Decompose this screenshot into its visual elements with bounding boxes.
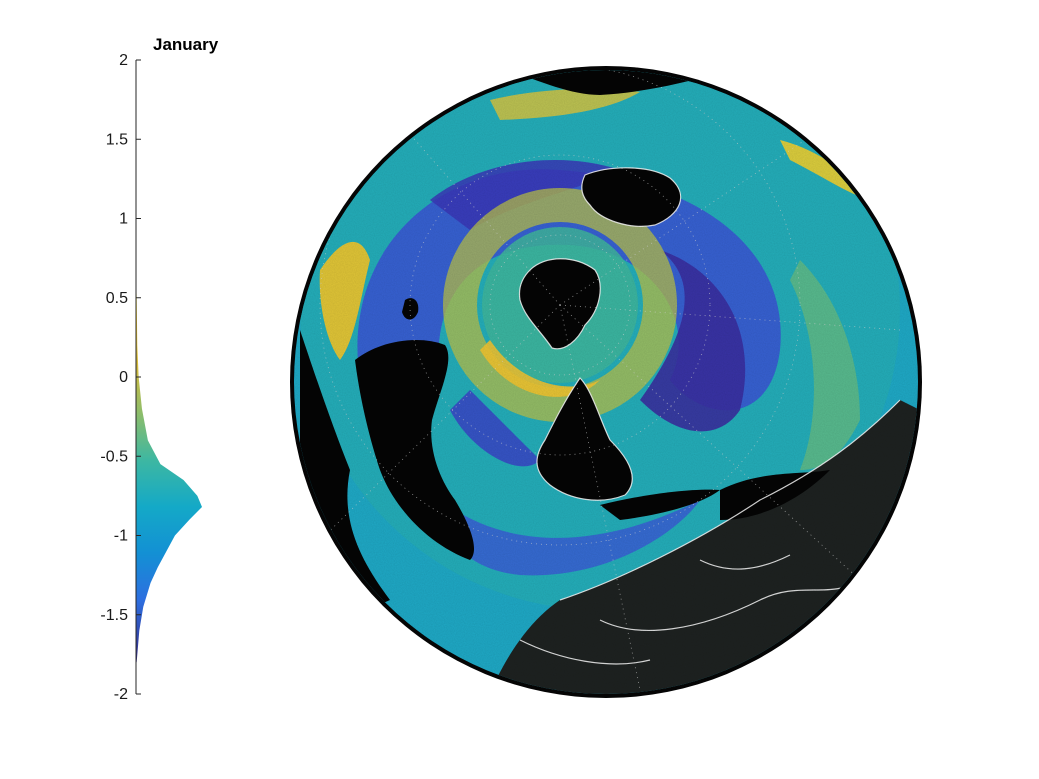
y-tick-label: 1.5 <box>106 131 128 148</box>
y-tick-label: 0.5 <box>106 290 128 307</box>
distribution-shape <box>136 273 202 663</box>
y-tick-label: 0 <box>119 369 128 386</box>
texture-overlay <box>294 70 918 694</box>
y-tick-label: -1 <box>114 528 128 545</box>
histogram-colorbar: January 2 1.5 1 0.5 0 -0.5 -1 -1.5 -2 <box>100 35 218 703</box>
map-title: January <box>153 35 219 54</box>
y-tick-label: -0.5 <box>100 448 128 465</box>
y-tick-label: 2 <box>119 52 128 69</box>
y-tick-label: -1.5 <box>100 607 128 624</box>
polar-map-globe <box>290 66 922 698</box>
distribution-area <box>136 273 202 663</box>
y-tick-label: 1 <box>119 211 128 228</box>
y-axis-ticks: 2 1.5 1 0.5 0 -0.5 -1 -1.5 -2 <box>100 52 141 703</box>
y-tick-label: -2 <box>114 686 128 703</box>
